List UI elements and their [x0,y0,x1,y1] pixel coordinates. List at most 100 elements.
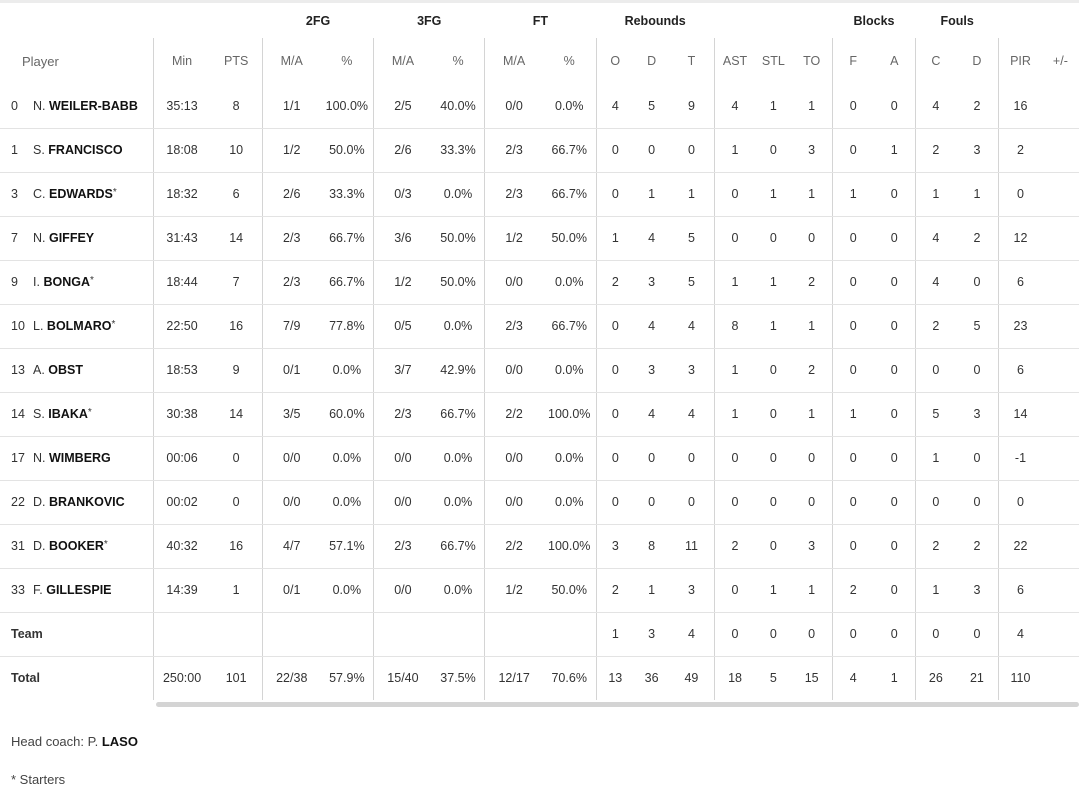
cell-fg2-pct: 0.0% [320,568,374,613]
cell-stl: 0 [755,436,792,481]
col-3fg-pct[interactable]: % [452,54,464,68]
cell-reb-d: 0 [634,480,670,525]
col-foul-d[interactable]: D [972,54,982,68]
player-cell: 17 N. WIMBERG [0,436,154,481]
col-ft-pct[interactable]: % [563,54,575,68]
cell-min: 35:13 [152,84,211,129]
cell-pts: 16 [210,524,263,569]
cell-ft-ma: 2/3 [484,172,543,217]
cell-pir: 6 [998,568,1042,613]
group-header-row: 2FG 3FG FT Rebounds Blocks Fouls [0,3,1079,38]
cell-min: 18:44 [152,260,211,305]
player-surname[interactable]: BONGA [43,275,90,289]
col-plus-minus[interactable]: +/- [1052,54,1068,68]
player-number: 9 [11,275,18,289]
player-number: 3 [11,187,18,201]
player-surname[interactable]: GIFFEY [48,231,95,245]
player-surname[interactable]: BOLMARO [46,319,112,333]
player-surname[interactable]: WIMBERG [48,451,111,465]
cell-stl: 5 [769,671,777,686]
col-2fg-pct[interactable]: % [341,54,353,68]
player-surname[interactable]: FRANCISCO [48,143,123,157]
col-player[interactable]: Player [22,53,59,69]
player-surname[interactable]: BRANKOVIC [48,495,125,509]
cell-ast: 0 [713,436,756,481]
cell-to: 0 [791,612,833,657]
cell-foul-d: 2 [955,84,999,129]
cell-min: 00:02 [152,480,211,525]
col-reb-t[interactable]: T [687,54,696,68]
cell-ast: 0 [713,568,756,613]
col-2fg-ma[interactable]: M/A [261,38,321,84]
cell-ft-ma: 1/2 [484,216,543,261]
col-foul-c[interactable]: C [915,38,956,84]
cell-pm [1041,612,1079,657]
cell-pir: 16 [998,84,1042,129]
cell-to: 1 [791,392,833,437]
player-surname[interactable]: WEILER-BABB [48,98,138,113]
cell-fg3-ma: 0/0 [373,480,432,525]
cell-to: 3 [791,524,833,569]
player-number: 31 [11,539,25,553]
cell-blk-a: 1 [873,128,916,173]
cell-ast: 1 [713,128,756,173]
cell-reb-t: 49 [684,671,699,686]
cell-pir: 22 [998,524,1042,569]
player-cell: 0 N. WEILER-BABB [0,84,154,129]
cell-blk-f: 2 [831,568,874,613]
cell-ft-pct: 0.0% [542,480,597,525]
player-surname[interactable]: GILLESPIE [46,583,112,597]
cell-fg3-pct: 37.5% [440,671,476,686]
col-reb-o[interactable]: O [595,38,635,84]
player-cell: 9 I. BONGA* [0,260,154,305]
cell-foul-c: 4 [915,216,956,261]
cell-ft-pct: 100.0% [542,392,597,437]
cell-foul-d: 0 [955,260,999,305]
horizontal-scrollbar[interactable] [156,702,1079,707]
cell-min: 18:53 [152,348,211,393]
col-reb-d[interactable]: D [647,54,657,68]
col-stl[interactable]: STL [761,54,785,68]
col-min[interactable]: Min [152,38,211,84]
cell-fg2-pct: 0.0% [320,348,374,393]
cell-fg2-pct: 50.0% [320,128,374,173]
cell-reb-o: 0 [595,392,635,437]
cell-pts: 8 [210,84,263,129]
player-initial: I. [33,275,40,289]
cell-fg3-ma: 3/7 [373,348,432,393]
col-to[interactable]: TO [803,54,821,68]
cell-ast: 0 [713,216,756,261]
cell-blk-f: 0 [831,612,874,657]
box-score-body: 0 N. WEILER-BABB 35:13 8 1/1 100.0% 2/5 40.0% 0/… [0,84,1079,700]
cell-foul-d: 3 [955,128,999,173]
cell-fg2-ma: 3/5 [261,392,321,437]
cell-fg3-ma: 3/6 [373,216,432,261]
cell-fg3-ma [373,612,432,657]
cell-fg3-ma: 0/0 [373,436,432,481]
cell-foul-c: 26 [915,656,956,700]
col-3fg-ma[interactable]: M/A [373,38,432,84]
cell-reb-d: 1 [634,172,670,217]
group-3fg: 3FG [417,13,442,28]
player-cell: 31 D. BOOKER* [0,524,154,569]
col-pts[interactable]: PTS [224,54,249,68]
cell-ft-pct: 50.0% [542,568,597,613]
cell-pm [1041,260,1079,305]
cell-ast: 18 [713,656,756,700]
cell-blk-a: 0 [873,480,916,525]
player-surname[interactable]: OBST [48,363,84,377]
player-surname[interactable]: EDWARDS [48,187,113,201]
col-ft-ma[interactable]: M/A [484,38,543,84]
cell-fg3-pct: 50.0% [431,260,485,305]
cell-foul-d: 21 [969,671,984,686]
col-blk-a[interactable]: A [890,54,899,68]
col-ast[interactable]: AST [713,38,756,84]
col-blk-f[interactable]: F [831,38,874,84]
cell-reb-t: 3 [669,568,715,613]
col-pir[interactable]: PIR [998,38,1042,84]
player-cell: 3 C. EDWARDS* [0,172,154,217]
cell-to: 1 [791,84,833,129]
player-surname[interactable]: BOOKER [48,539,104,553]
player-surname[interactable]: IBAKA [48,407,88,421]
cell-blk-f: 0 [831,304,874,349]
